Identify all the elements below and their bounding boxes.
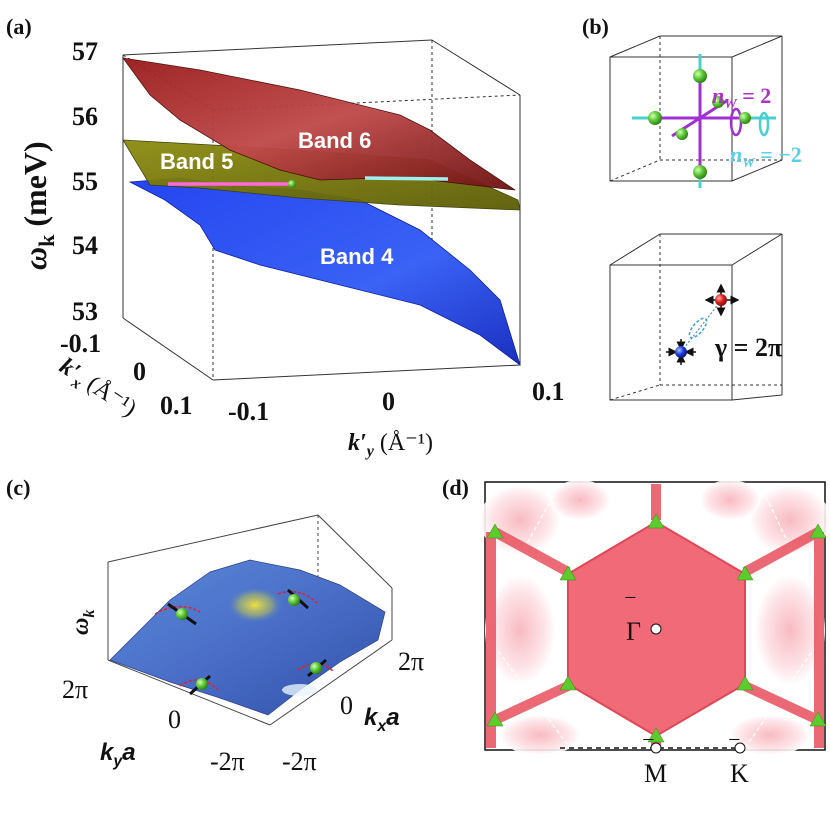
gamma-point <box>650 623 662 635</box>
panel-a: (a) Band 6 Band 5 Band 4 57 <box>6 14 565 460</box>
red-monopole <box>715 294 727 306</box>
y-tick-54: 54 <box>72 231 98 260</box>
y-tick-57: 57 <box>72 37 98 66</box>
panel-b-bottom-cube <box>609 233 783 401</box>
nw-minus-label: nW = −2 <box>730 142 802 171</box>
gamma-label: Γ <box>626 617 641 646</box>
kx-tick-zero: 0 <box>133 357 146 386</box>
y-tick-56: 56 <box>72 102 98 131</box>
panel-c-label: (c) <box>6 475 30 500</box>
gamma-overbar: ‾ <box>625 595 636 624</box>
band-5-label: Band 5 <box>160 149 233 174</box>
svg-text:k′x (Å⁻¹): k′x (Å⁻¹) <box>53 353 141 425</box>
surface-hotspot <box>227 587 283 623</box>
ky-axis-title: k′y (Å⁻¹) <box>348 430 433 460</box>
weyl-line-cyan <box>364 176 449 181</box>
node-bottom-left <box>179 674 219 696</box>
y-tick-53: 53 <box>72 297 98 326</box>
m-label: M <box>644 759 667 788</box>
k-label: K <box>730 759 749 788</box>
surface-highlight <box>282 684 318 696</box>
ky-tick-2pi: 2π <box>62 675 88 704</box>
panel-d-label: (d) <box>442 475 469 500</box>
panel-d: (d) <box>442 475 830 788</box>
c-kx-label: kxa <box>364 704 400 735</box>
dispersion-surface <box>109 559 386 716</box>
kx-tick-pos: 0.1 <box>160 391 193 420</box>
kx-tick-neg2pi: -2π <box>282 747 317 776</box>
k-point <box>734 742 746 754</box>
panel-b: (b) <box>582 14 802 401</box>
panel-c: (c) <box>6 475 424 776</box>
y-tick-55: 55 <box>72 167 98 196</box>
m-point <box>650 742 662 754</box>
weyl-nodes <box>154 588 335 696</box>
k-overbar: ‾ <box>729 737 740 766</box>
svg-text:ωk (meV): ωk (meV) <box>17 141 59 270</box>
c-ky-label: kya <box>100 739 136 770</box>
berry-loop-arrow <box>688 317 708 339</box>
ky-tick-neg: -0.1 <box>228 397 269 426</box>
gamma-label: γ = 2π <box>714 333 782 362</box>
panel-a-label: (a) <box>6 14 32 39</box>
weyl-triangles <box>486 513 827 743</box>
node-top-left <box>154 602 201 626</box>
cyan-rotation-arrow <box>758 111 770 137</box>
node-top-right <box>277 588 319 610</box>
weyl-point-spheres <box>648 69 751 179</box>
node-bottom-right <box>297 658 335 678</box>
ky-tick-0: 0 <box>168 705 181 734</box>
svg-text:ωk: ωk <box>68 610 98 635</box>
band-4-label: Band 4 <box>320 244 394 269</box>
y-axis-title: ωk (meV) <box>17 141 59 270</box>
kx-tick-neg: -0.1 <box>60 329 101 358</box>
weyl-point-marker <box>288 180 296 188</box>
y-axis-symbol: ω <box>17 247 53 270</box>
ky-axis-symbol: k′ <box>348 430 367 456</box>
m-overbar: ‾ <box>643 737 654 766</box>
ky-tick-zero: 0 <box>382 387 395 416</box>
panel-b-label: (b) <box>582 14 609 39</box>
c-z-label: ωk <box>68 610 98 635</box>
kx-tick-0: 0 <box>340 691 353 720</box>
ky-tick-pos: 0.1 <box>532 377 565 406</box>
y-axis-ticks: 57 56 55 54 53 <box>72 37 98 326</box>
kx-tick-2pi: 2π <box>398 647 424 676</box>
kx-axis-title: k′x (Å⁻¹) <box>53 353 141 425</box>
ky-axis-subscript: y <box>365 443 375 460</box>
ky-axis-unit: (Å⁻¹) <box>380 430 433 456</box>
ky-tick-neg2pi: -2π <box>210 747 245 776</box>
band-6-label: Band 6 <box>298 128 371 153</box>
monopole-link <box>680 301 721 353</box>
y-axis-subscript: k <box>34 234 59 247</box>
sink-arrows <box>666 339 696 365</box>
y-axis-unit: (meV) <box>17 141 53 226</box>
nw-plus-label: nW = 2 <box>712 83 771 112</box>
blue-monopole <box>675 346 687 358</box>
